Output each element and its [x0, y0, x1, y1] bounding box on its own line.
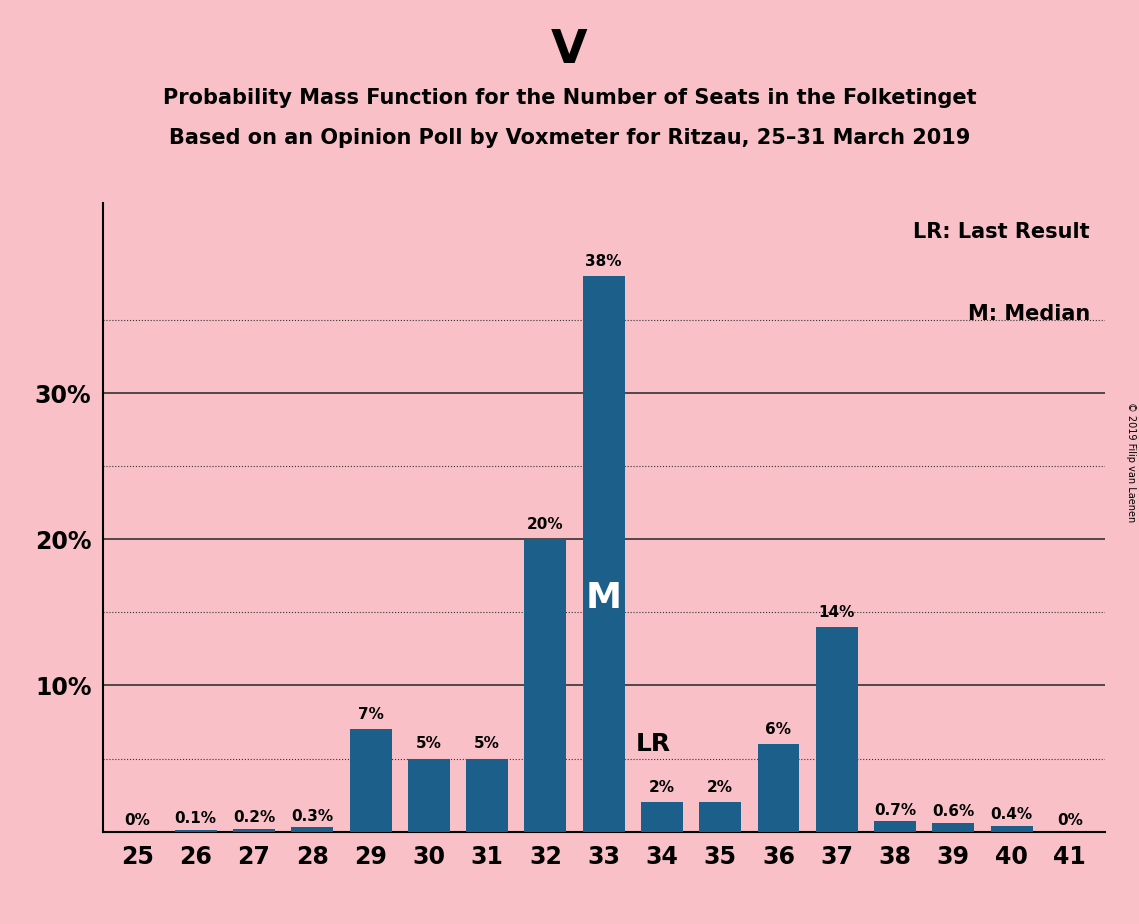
- Text: 0.4%: 0.4%: [991, 807, 1033, 822]
- Text: 6%: 6%: [765, 722, 792, 736]
- Bar: [583, 276, 624, 832]
- Bar: [524, 540, 566, 832]
- Text: M: M: [585, 581, 622, 615]
- Bar: [350, 729, 392, 832]
- Bar: [466, 759, 508, 832]
- Text: V: V: [551, 28, 588, 73]
- Text: 0.1%: 0.1%: [174, 811, 216, 826]
- Bar: [699, 802, 741, 832]
- Bar: [408, 759, 450, 832]
- Text: 20%: 20%: [527, 517, 564, 532]
- Text: Based on an Opinion Poll by Voxmeter for Ritzau, 25–31 March 2019: Based on an Opinion Poll by Voxmeter for…: [169, 128, 970, 148]
- Text: 0%: 0%: [124, 813, 150, 828]
- Text: 0%: 0%: [1057, 813, 1083, 828]
- Text: LR: LR: [636, 732, 671, 756]
- Text: 0.3%: 0.3%: [292, 808, 334, 823]
- Bar: [991, 826, 1033, 832]
- Text: © 2019 Filip van Laenen: © 2019 Filip van Laenen: [1126, 402, 1136, 522]
- Text: 0.7%: 0.7%: [874, 803, 916, 818]
- Bar: [174, 830, 216, 832]
- Text: 5%: 5%: [474, 736, 500, 751]
- Text: 2%: 2%: [649, 780, 675, 795]
- Bar: [233, 829, 274, 832]
- Text: 7%: 7%: [358, 707, 384, 722]
- Text: 0.2%: 0.2%: [232, 810, 276, 825]
- Bar: [816, 627, 858, 832]
- Bar: [641, 802, 683, 832]
- Text: Probability Mass Function for the Number of Seats in the Folketinget: Probability Mass Function for the Number…: [163, 88, 976, 108]
- Bar: [874, 821, 916, 832]
- Bar: [292, 827, 334, 832]
- Text: LR: Last Result: LR: Last Result: [913, 222, 1090, 242]
- Text: 5%: 5%: [416, 736, 442, 751]
- Text: 0.6%: 0.6%: [932, 804, 975, 820]
- Bar: [757, 744, 800, 832]
- Text: 14%: 14%: [819, 604, 855, 620]
- Text: 2%: 2%: [707, 780, 734, 795]
- Text: 38%: 38%: [585, 254, 622, 269]
- Text: M: Median: M: Median: [967, 304, 1090, 323]
- Bar: [933, 823, 974, 832]
